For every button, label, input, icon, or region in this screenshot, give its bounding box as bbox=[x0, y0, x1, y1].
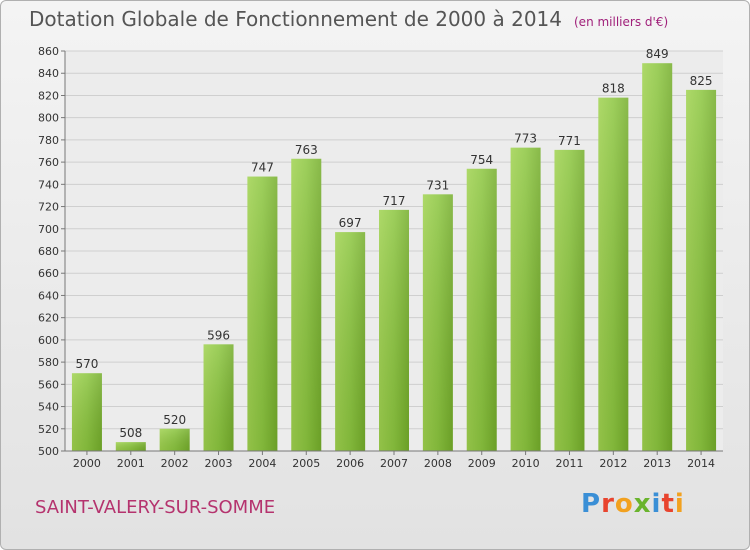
logo-letter: x bbox=[633, 489, 652, 519]
value-label-2013: 849 bbox=[646, 47, 669, 61]
value-label-2009: 754 bbox=[470, 153, 493, 167]
value-label-2007: 717 bbox=[383, 194, 406, 208]
value-label-2012: 818 bbox=[602, 82, 625, 96]
y-tick-label: 600 bbox=[38, 334, 59, 347]
bar-shade-2001 bbox=[115, 442, 146, 451]
y-tick-label: 580 bbox=[38, 356, 59, 369]
value-label-2010: 773 bbox=[514, 132, 537, 146]
bar-shade-2008 bbox=[422, 194, 453, 452]
value-label-2014: 825 bbox=[690, 74, 713, 88]
bar-shade-2013 bbox=[642, 63, 673, 451]
x-tick-label-2005: 2005 bbox=[292, 457, 320, 470]
value-label-2002: 520 bbox=[163, 413, 186, 427]
bar-shade-2009 bbox=[466, 168, 497, 451]
bar-shade-2002 bbox=[159, 428, 190, 451]
bar-shade-2006 bbox=[335, 232, 366, 451]
y-tick-label: 760 bbox=[38, 156, 59, 169]
bar-shade-2010 bbox=[510, 147, 541, 451]
x-tick-label-2004: 2004 bbox=[248, 457, 276, 470]
logo-letter: o bbox=[614, 489, 634, 519]
bar-shade-2000 bbox=[71, 373, 102, 451]
logo-letter: i bbox=[651, 489, 662, 519]
y-tick-label: 820 bbox=[38, 89, 59, 102]
y-tick-label: 500 bbox=[38, 445, 59, 458]
x-tick-label-2013: 2013 bbox=[643, 457, 671, 470]
logo-letter: P bbox=[581, 489, 602, 519]
proxiti-logo: Proxiti bbox=[581, 489, 685, 519]
axes: 500 520 540 560 580 600 620 640 660 680 700 720 740 7… bbox=[38, 45, 723, 470]
logo-letter: i bbox=[674, 489, 685, 519]
x-tick-label-2011: 2011 bbox=[555, 457, 583, 470]
bar-shade-2012 bbox=[598, 97, 629, 452]
y-tick-label: 520 bbox=[38, 423, 59, 436]
y-tick-label: 620 bbox=[38, 312, 59, 325]
x-tick-label-2002: 2002 bbox=[161, 457, 189, 470]
x-tick-label-2007: 2007 bbox=[380, 457, 408, 470]
y-tick-label: 720 bbox=[38, 201, 59, 214]
commune-name: SAINT-VALERY-SUR-SOMME bbox=[35, 497, 276, 518]
x-tick-label-2006: 2006 bbox=[336, 457, 364, 470]
logo-letter: r bbox=[601, 489, 615, 519]
y-tick-label: 560 bbox=[38, 378, 59, 391]
chart-title: Dotation Globale de Fonctionnement de 20… bbox=[29, 7, 562, 31]
value-label-2008: 731 bbox=[426, 178, 449, 192]
value-label-2006: 697 bbox=[339, 216, 362, 230]
y-tick-label: 840 bbox=[38, 67, 59, 80]
y-tick-label: 780 bbox=[38, 134, 59, 147]
x-tick-label-2009: 2009 bbox=[468, 457, 496, 470]
bar-shade-2011 bbox=[554, 149, 585, 451]
y-tick-label: 680 bbox=[38, 245, 59, 258]
y-tick-label: 740 bbox=[38, 178, 59, 191]
bar-shade-2005 bbox=[291, 158, 322, 451]
x-tick-label-2001: 2001 bbox=[117, 457, 145, 470]
x-tick-label-2008: 2008 bbox=[424, 457, 452, 470]
y-tick-label: 700 bbox=[38, 223, 59, 236]
chart-subtitle: (en milliers d'€) bbox=[574, 15, 669, 29]
value-label-2001: 508 bbox=[119, 426, 142, 440]
y-tick-label: 640 bbox=[38, 289, 59, 302]
value-label-2011: 771 bbox=[558, 134, 581, 148]
logo-letter: t bbox=[661, 489, 675, 519]
value-label-2005: 763 bbox=[295, 143, 318, 157]
chart-title-block: Dotation Globale de Fonctionnement de 20… bbox=[29, 7, 668, 31]
bar-shade-2007 bbox=[379, 209, 409, 451]
bar-shade-2014 bbox=[686, 89, 717, 451]
value-label-2000: 570 bbox=[75, 357, 98, 371]
y-tick-label: 800 bbox=[38, 112, 59, 125]
bars bbox=[71, 63, 717, 452]
y-tick-label: 860 bbox=[38, 45, 59, 58]
y-tick-label: 660 bbox=[38, 267, 59, 280]
x-tick-label-2012: 2012 bbox=[599, 457, 627, 470]
value-labels: 570 508 520 596 747 763 697 717 731 754 773 771 818 8… bbox=[75, 47, 712, 440]
bar-shade-2004 bbox=[247, 176, 278, 452]
bar-shade-2003 bbox=[203, 344, 234, 451]
value-label-2003: 596 bbox=[207, 328, 230, 342]
value-label-2004: 747 bbox=[251, 161, 274, 175]
x-tick-label-2003: 2003 bbox=[205, 457, 233, 470]
x-tick-label-2014: 2014 bbox=[687, 457, 715, 470]
x-tick-label-2010: 2010 bbox=[512, 457, 540, 470]
y-tick-label: 540 bbox=[38, 401, 59, 414]
x-tick-label-2000: 2000 bbox=[73, 457, 101, 470]
